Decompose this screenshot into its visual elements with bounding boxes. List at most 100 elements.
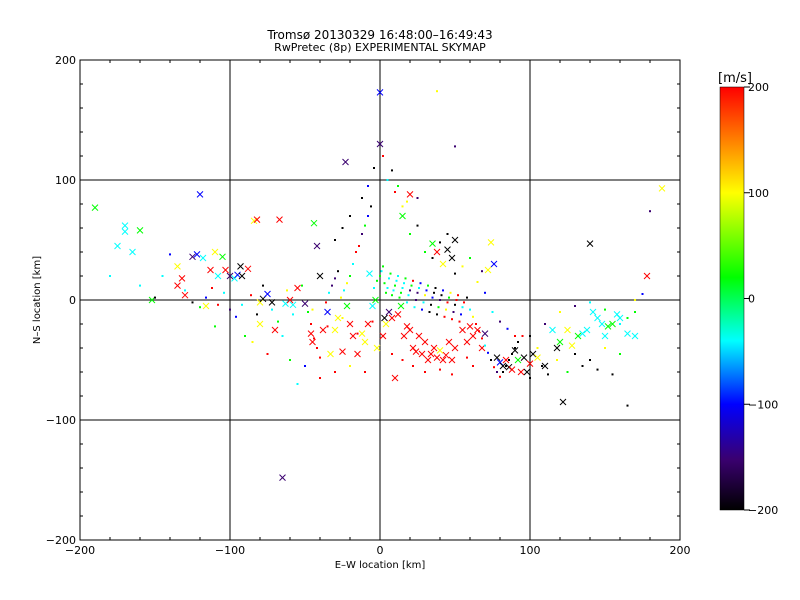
data-point-cross: [376, 89, 384, 96]
data-point-cross: [385, 308, 393, 316]
data-point-cross: [376, 140, 384, 148]
colorbar-tick-label: 200: [748, 81, 769, 94]
data-point-cross: [282, 300, 289, 307]
data-point-cross: [369, 302, 376, 310]
data-point-dot: [401, 359, 404, 361]
data-point-dot: [416, 224, 419, 227]
data-point-cross: [129, 248, 136, 256]
grid-lines: [80, 60, 680, 540]
data-point-dot: [436, 313, 438, 316]
colorbar-tick-label: −100: [748, 398, 778, 411]
data-point-cross: [388, 314, 396, 322]
data-point-dot: [380, 270, 383, 273]
data-point-dot: [331, 284, 333, 287]
data-point-cross: [207, 266, 214, 274]
data-point-dot: [514, 347, 516, 349]
data-point-dot: [461, 306, 464, 309]
data-point-dot: [506, 327, 509, 330]
data-point-dot: [413, 306, 416, 309]
data-point-cross: [289, 301, 297, 309]
data-point-cross: [487, 239, 495, 246]
axis-ticks: −200 −100 0 100 200 −200 −100 0 100 200: [46, 54, 691, 557]
data-point-cross: [624, 330, 631, 337]
data-point-cross: [429, 240, 436, 247]
data-point-dot: [649, 210, 651, 213]
data-point-cross: [349, 332, 357, 340]
data-point-dot: [292, 313, 294, 316]
colorbar-tick-label: −200: [748, 504, 778, 517]
x-tick-label: 200: [670, 544, 691, 557]
data-point-dot: [343, 289, 345, 292]
data-point-dot: [424, 294, 426, 297]
data-point-dot: [626, 404, 629, 407]
data-point-dot: [325, 301, 327, 304]
data-point-dot: [214, 325, 216, 328]
data-point-dot: [634, 299, 636, 301]
data-point-cross: [381, 314, 388, 322]
data-point-dot: [307, 311, 309, 313]
data-point-dot: [394, 284, 396, 287]
data-point-cross: [490, 260, 498, 268]
data-point-cross: [415, 332, 423, 340]
x-tick-label: −100: [215, 544, 245, 557]
data-point-dot: [358, 245, 360, 247]
data-point-cross: [594, 314, 601, 322]
data-point-dot: [496, 371, 498, 373]
data-point-cross: [121, 222, 129, 229]
data-point-dot: [589, 301, 591, 304]
data-point-cross: [444, 246, 451, 253]
data-point-cross: [346, 320, 354, 328]
data-point-cross: [448, 254, 456, 262]
data-point-dot: [340, 296, 342, 299]
data-point-dot: [476, 281, 479, 283]
data-point-cross: [459, 326, 466, 334]
data-point-dot: [566, 371, 569, 373]
data-point-cross: [211, 248, 219, 256]
colorbar-tick-label: 100: [748, 187, 769, 200]
data-point-cross: [436, 347, 444, 354]
data-point-cross: [286, 296, 294, 304]
data-point-dot: [154, 296, 156, 299]
data-point-dot: [262, 284, 264, 287]
data-point-dot: [415, 299, 417, 301]
data-point-cross: [549, 326, 556, 334]
data-point-dot: [341, 227, 344, 229]
data-point-cross: [598, 320, 606, 328]
data-point-dot: [454, 272, 456, 275]
data-point-dot: [392, 289, 395, 292]
data-point-cross: [276, 216, 283, 223]
data-point-dot: [493, 366, 495, 369]
data-point-cross: [424, 356, 432, 364]
data-point-dot: [484, 291, 486, 294]
data-point-cross: [448, 356, 456, 364]
data-point-dot: [499, 375, 501, 378]
data-point-cross: [586, 240, 594, 247]
data-point-cross: [238, 272, 246, 280]
data-point-cross: [631, 332, 639, 340]
data-point-dot: [407, 294, 410, 297]
data-point-dot: [574, 353, 576, 355]
data-point-cross: [342, 158, 349, 166]
data-point-cross: [379, 332, 387, 340]
data-point-cross: [508, 366, 516, 373]
data-point-dot: [394, 191, 396, 193]
data-point-dot: [466, 356, 468, 359]
data-point-cross: [373, 344, 381, 352]
data-point-dot: [398, 296, 401, 299]
data-point-dot: [341, 317, 344, 319]
data-point-cross: [309, 338, 316, 346]
data-point-cross: [541, 362, 549, 370]
data-point-dot: [289, 359, 291, 361]
y-tick-label: −100: [46, 414, 76, 427]
data-point-cross: [583, 326, 591, 334]
data-point-dot: [521, 335, 524, 337]
data-point-cross: [520, 354, 528, 361]
data-point-cross: [196, 191, 204, 198]
data-point-dot: [334, 277, 336, 280]
data-point-dot: [431, 296, 434, 299]
data-point-cross: [339, 348, 346, 355]
data-point-cross: [439, 356, 447, 364]
data-point-cross: [604, 323, 612, 330]
data-point-dot: [296, 383, 299, 385]
data-point-dot: [319, 377, 321, 379]
